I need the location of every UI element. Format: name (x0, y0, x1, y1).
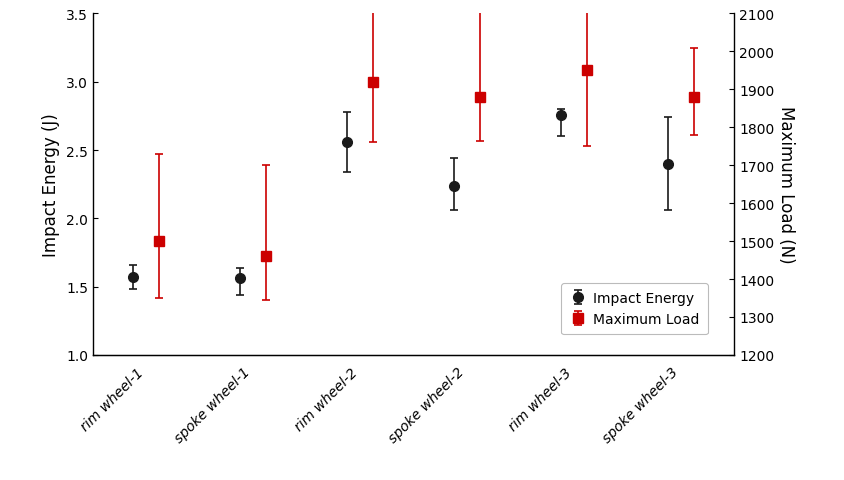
Y-axis label: Impact Energy (J): Impact Energy (J) (42, 113, 61, 256)
Legend: Impact Energy, Maximum Load: Impact Energy, Maximum Load (561, 283, 708, 335)
Y-axis label: Maximum Load (N): Maximum Load (N) (777, 106, 795, 264)
